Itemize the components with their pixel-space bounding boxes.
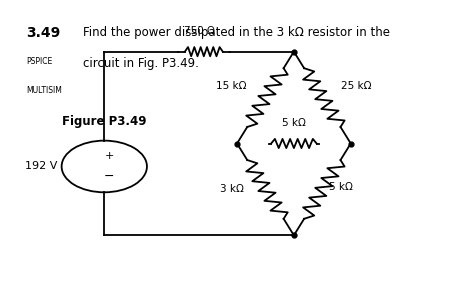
Text: PSPICE: PSPICE (26, 57, 52, 66)
Text: 750 Ω: 750 Ω (183, 26, 215, 36)
Text: 5 kΩ: 5 kΩ (282, 118, 306, 128)
Text: Find the power dissipated in the 3 kΩ resistor in the: Find the power dissipated in the 3 kΩ re… (83, 26, 390, 39)
Text: circuit in Fig. P3.49.: circuit in Fig. P3.49. (83, 57, 199, 70)
Text: 3 kΩ: 3 kΩ (220, 185, 244, 194)
Text: 192 V: 192 V (25, 162, 57, 171)
Text: 5 kΩ: 5 kΩ (329, 182, 353, 191)
Text: MULTISIM: MULTISIM (26, 86, 62, 95)
Text: −: − (104, 170, 114, 183)
Text: +: + (104, 152, 114, 161)
Text: 25 kΩ: 25 kΩ (341, 81, 372, 91)
Text: 3.49: 3.49 (26, 26, 60, 40)
Text: Figure P3.49: Figure P3.49 (62, 115, 146, 128)
Text: 15 kΩ: 15 kΩ (216, 81, 246, 91)
